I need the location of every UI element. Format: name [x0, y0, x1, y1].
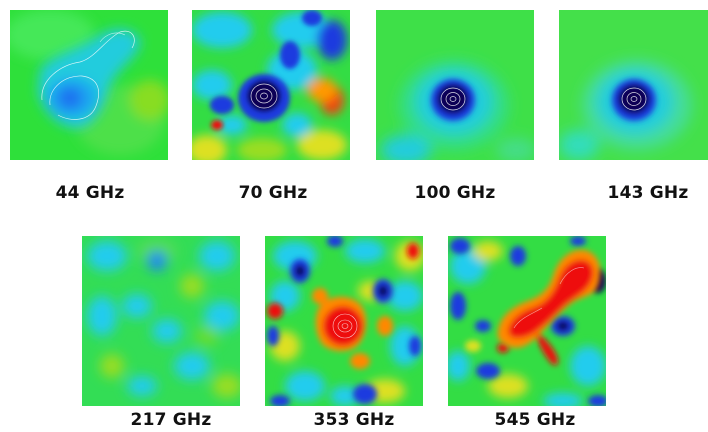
map-353ghz-image: [265, 236, 423, 406]
map-panel-545ghz: [448, 236, 606, 406]
label-217ghz: 217 GHz: [130, 410, 212, 430]
label-70ghz: 70 GHz: [238, 183, 308, 203]
map-panel-143ghz: [559, 10, 708, 160]
map-143ghz-image: [559, 10, 708, 160]
label-545ghz: 545 GHz: [494, 410, 576, 430]
map-panel-353ghz: [265, 236, 423, 406]
map-70ghz-image: [192, 10, 350, 160]
map-panel-100ghz: [376, 10, 534, 160]
map-panel-44ghz: [10, 10, 168, 160]
label-143ghz: 143 GHz: [607, 183, 689, 203]
map-panel-70ghz: [192, 10, 350, 160]
map-545ghz-image: [448, 236, 606, 406]
label-353ghz: 353 GHz: [313, 410, 395, 430]
map-panel-217ghz: [82, 236, 240, 406]
label-100ghz: 100 GHz: [414, 183, 496, 203]
label-44ghz: 44 GHz: [55, 183, 125, 203]
map-217ghz-image: [82, 236, 240, 406]
map-100ghz-image: [376, 10, 534, 160]
map-44ghz-image: [10, 10, 168, 160]
